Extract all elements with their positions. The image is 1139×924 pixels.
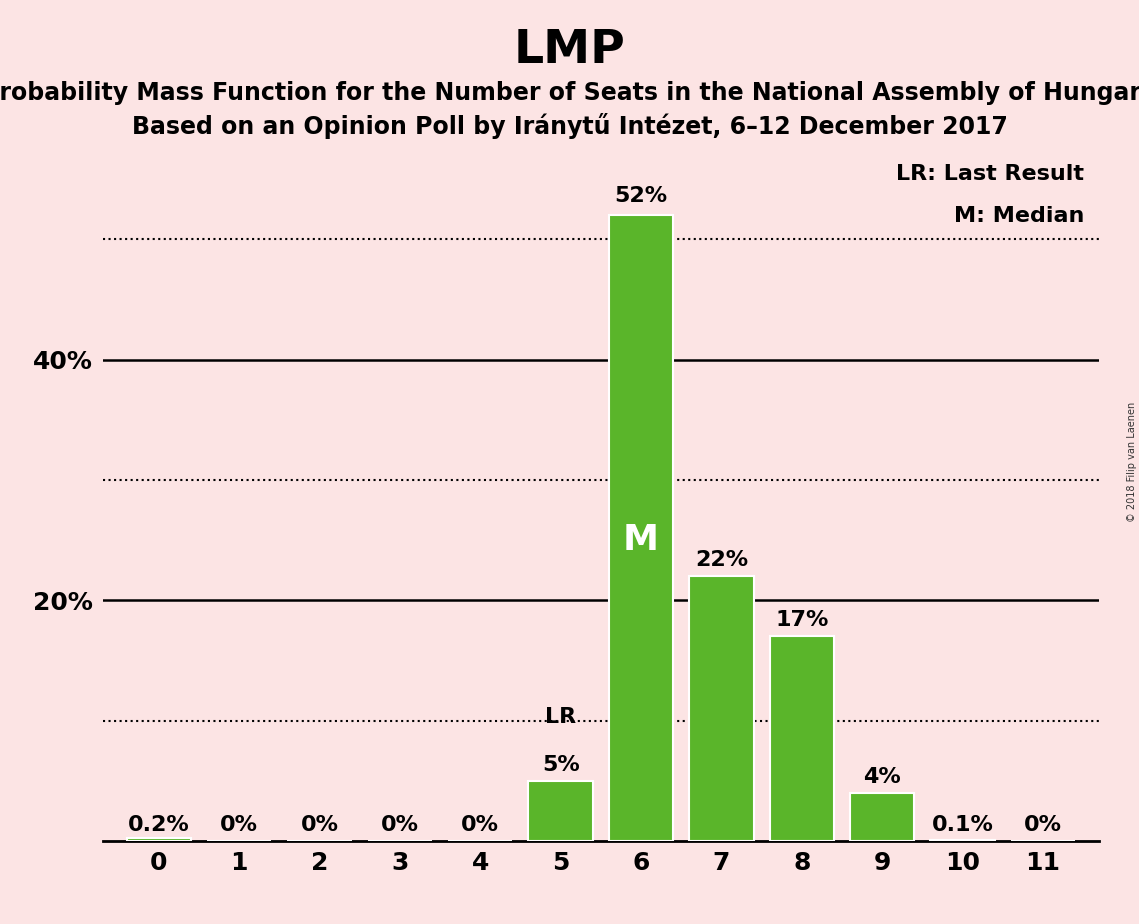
Text: 0.2%: 0.2% xyxy=(128,815,190,834)
Bar xyxy=(770,637,834,841)
Text: 0%: 0% xyxy=(220,815,259,834)
Text: M: M xyxy=(623,523,659,557)
Text: © 2018 Filip van Laenen: © 2018 Filip van Laenen xyxy=(1126,402,1137,522)
Text: Based on an Opinion Poll by Iránytű Intézet, 6–12 December 2017: Based on an Opinion Poll by Iránytű Inté… xyxy=(132,113,1007,139)
Bar xyxy=(609,215,673,841)
Bar xyxy=(931,840,994,841)
Text: 52%: 52% xyxy=(614,186,667,206)
Text: LR: LR xyxy=(546,707,576,726)
Text: 0.1%: 0.1% xyxy=(932,815,993,834)
Text: 0%: 0% xyxy=(380,815,419,834)
Text: 0%: 0% xyxy=(1024,815,1062,834)
Text: Probability Mass Function for the Number of Seats in the National Assembly of Hu: Probability Mass Function for the Number… xyxy=(0,81,1139,105)
Bar xyxy=(528,781,592,841)
Text: 4%: 4% xyxy=(863,767,901,786)
Text: LR: Last Result: LR: Last Result xyxy=(896,164,1084,184)
Text: 22%: 22% xyxy=(695,550,748,570)
Text: LMP: LMP xyxy=(514,28,625,73)
Text: 0%: 0% xyxy=(461,815,499,834)
Text: 17%: 17% xyxy=(775,611,828,630)
Bar xyxy=(126,838,191,841)
Text: M: Median: M: Median xyxy=(953,206,1084,226)
Bar xyxy=(689,577,754,841)
Text: 0%: 0% xyxy=(301,815,338,834)
Bar xyxy=(850,793,915,841)
Text: 5%: 5% xyxy=(542,755,580,774)
